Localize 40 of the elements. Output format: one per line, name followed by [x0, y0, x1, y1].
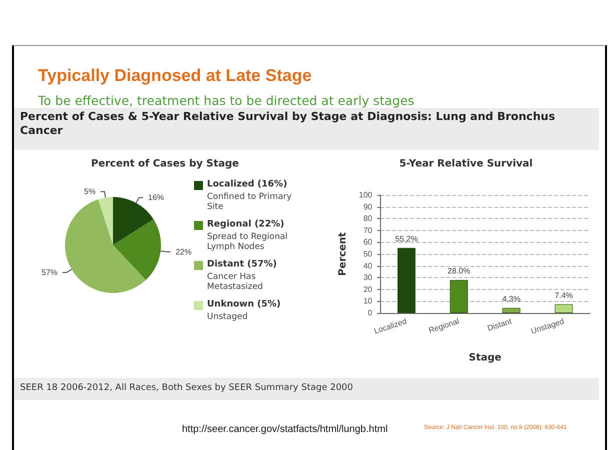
- y-tick-label: 90: [363, 202, 373, 212]
- x-tick-label: Distant: [486, 316, 514, 333]
- text: Percent of Cases & 5-Year Relative Survival by Stage at Diagnosis: Lung and Bronchus Cancer: [14, 108, 599, 150]
- chart-title: Percent of Cases by Stage: [91, 158, 240, 170]
- data-label: 5%: [84, 187, 96, 196]
- legend-label: Distant (57%): [207, 260, 277, 270]
- bar: [502, 308, 520, 313]
- text: SEER 18 2006-2012, All Races, Both Sexes by SEER Summary Stage 2000: [14, 378, 599, 400]
- text: http://seer.cancer.gov/statfacts/html/lungb.html: [182, 424, 388, 435]
- bar: [397, 248, 416, 313]
- y-tick-label: 60: [363, 238, 373, 247]
- data-label: 57%: [42, 268, 58, 277]
- data-label: 16%: [148, 193, 164, 202]
- bar: [450, 280, 468, 313]
- text: Confined to Primary Site: [207, 192, 292, 212]
- y-axis-title: Percent: [338, 232, 348, 276]
- text: Spread to Regional Lymph Nodes: [207, 232, 288, 252]
- data-label: 7.4%: [554, 290, 573, 300]
- bar: [554, 304, 573, 313]
- data-label: 55.2%: [395, 234, 418, 244]
- text: Typically Diagnosed at Late Stage: [38, 66, 312, 86]
- y-tick-label: 100: [358, 190, 373, 200]
- x-axis-title: Stage: [468, 352, 502, 364]
- y-tick-label: 50: [363, 250, 373, 258]
- y-tick-label: 40: [363, 261, 373, 270]
- legend-label: Localized (16%): [207, 180, 288, 190]
- text: Cancer Has Metastasized: [207, 272, 263, 292]
- y-tick-label: 0: [368, 308, 373, 318]
- chart-title: 5-Year Relative Survival: [399, 158, 533, 170]
- legend-label: Regional (22%): [207, 220, 284, 230]
- data-label: 4.3%: [502, 294, 520, 304]
- text: To be effective, treatment has to be directed at early stages: [38, 93, 414, 108]
- legend-label: Unknown (5%): [207, 300, 281, 310]
- data-label: 28.0%: [448, 266, 470, 276]
- y-tick-label: 70: [363, 226, 373, 235]
- y-tick-label: 20: [363, 284, 373, 294]
- y-tick-label: 30: [363, 273, 373, 282]
- data-label: 22%: [176, 247, 192, 256]
- y-tick-label: 10: [363, 296, 373, 306]
- y-tick-label: 80: [363, 214, 373, 224]
